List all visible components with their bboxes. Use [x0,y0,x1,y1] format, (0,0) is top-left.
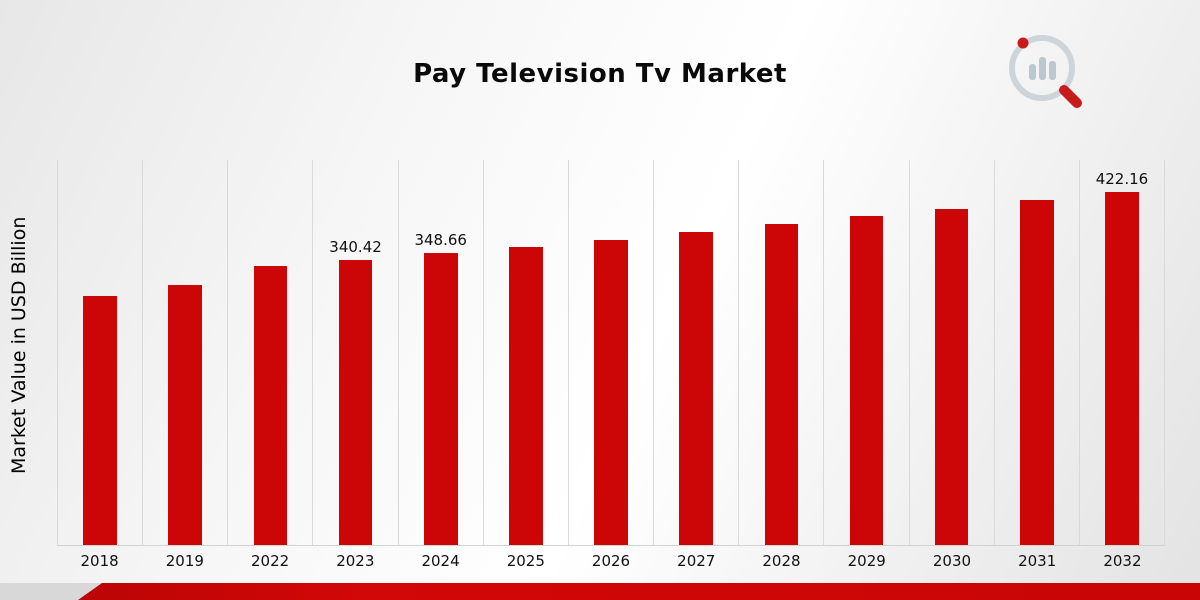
bar-value-label-2024: 348.66 [414,231,467,250]
bar-slot-2029 [823,160,908,545]
x-tick-label-2031: 2031 [1018,552,1057,570]
bar-2027 [679,231,713,545]
bar-2022 [253,266,288,545]
bar-2024 [423,253,458,545]
bar-slot-2023: 340.42 [312,160,397,545]
bar-slot-2019 [142,160,227,545]
x-tick-label-2029: 2029 [847,552,886,570]
bar-slot-2028 [738,160,823,545]
market-research-logo-icon [1002,30,1090,114]
bar-2030 [934,208,969,545]
bar-slot-2025 [482,160,568,545]
x-tick-label-2027: 2027 [677,552,716,570]
bar-slot-2022 [227,160,312,545]
bar-2023 [338,260,373,545]
x-tick-label-2028: 2028 [762,552,801,570]
x-axis-labels: 2018 2019 2022 2023 2024 2025 2026 2027 2028 2029… [57,552,1165,574]
bar-2031 [1019,200,1054,545]
bar-slot-2032: 422.16 [1078,160,1164,545]
x-tick-label-2032: 2032 [1103,552,1142,570]
bar-chart-plot-area: 340.42 348.66 422.16 [57,160,1165,546]
bar-2025 [509,247,543,545]
bar-2018 [83,295,117,545]
x-tick-label-2019: 2019 [165,552,204,570]
bar-slot-2024: 348.66 [397,160,483,545]
x-tick-label-2022: 2022 [250,552,290,570]
bar-slot-2031 [993,160,1079,545]
bottom-accent-band [0,583,1200,600]
y-axis-label: Market Value in USD Billion [8,216,30,474]
bar-2029 [849,216,884,545]
x-tick-label-2024: 2024 [421,552,460,570]
bar-value-label-2023: 340.42 [329,238,382,257]
bottom-accent-band-red [78,583,1200,600]
bar-slot-2026 [567,160,653,545]
bar-slot-2018 [57,160,142,545]
x-tick-label-2030: 2030 [932,552,972,570]
bar-slot-2027 [653,160,738,545]
x-tick-label-2018: 2018 [80,552,119,570]
bar-2026 [594,239,628,545]
x-tick-label-2023: 2023 [336,552,375,570]
bar-2019 [168,284,203,545]
x-tick-label-2026: 2026 [591,552,631,570]
bar-2032 [1105,191,1139,545]
chart-title: Pay Television Tv Market [413,59,787,90]
bar-slot-2030 [908,160,994,545]
bar-2028 [764,224,799,545]
x-tick-label-2025: 2025 [506,552,545,570]
bar-value-label-2032: 422.16 [1095,169,1149,188]
